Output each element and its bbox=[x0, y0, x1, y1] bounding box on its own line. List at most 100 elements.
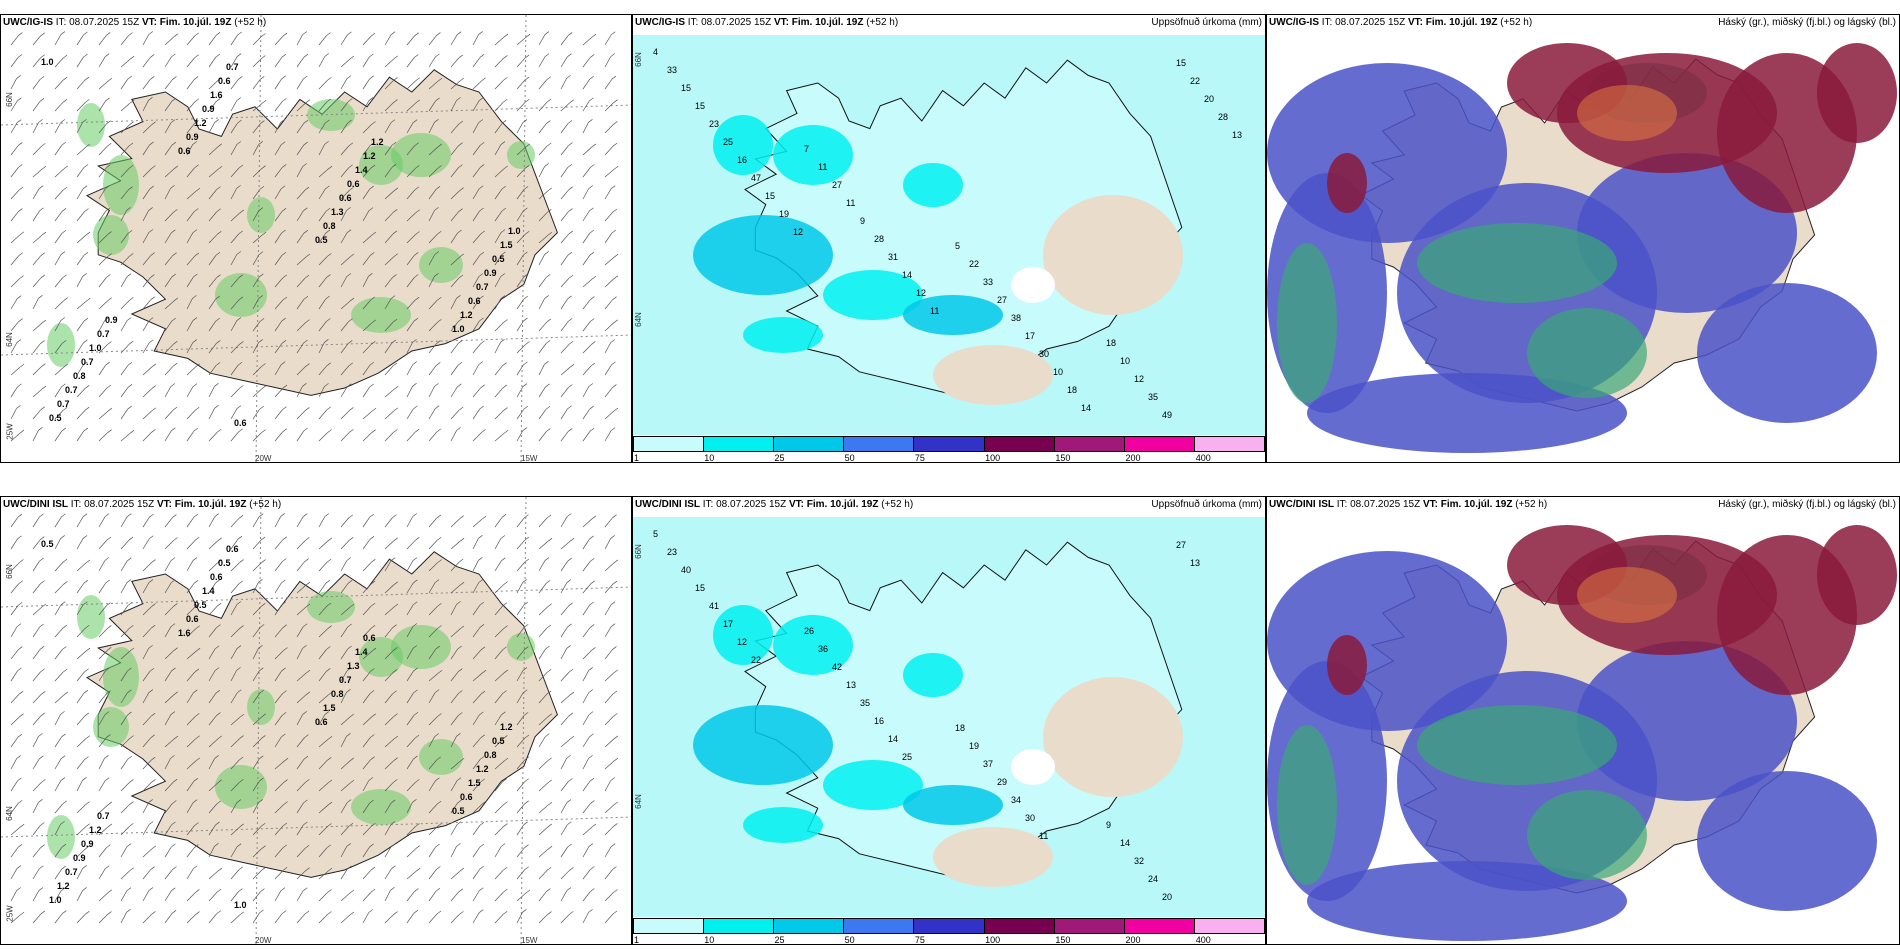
wind-barb bbox=[472, 57, 481, 68]
wind-barb-feather bbox=[480, 646, 486, 651]
wind-barb-feather bbox=[61, 733, 66, 738]
wind-barb bbox=[186, 276, 194, 288]
wind-barb bbox=[560, 431, 569, 442]
wind-barb bbox=[516, 234, 526, 244]
wind-barb-feather bbox=[458, 318, 463, 322]
wind-barb-feather bbox=[390, 821, 396, 825]
wind-barb-feather bbox=[545, 405, 551, 410]
wind-barb-feather bbox=[327, 429, 332, 433]
wind-barb bbox=[10, 278, 20, 288]
wind-barb-feather bbox=[239, 713, 245, 718]
wind-barb bbox=[538, 123, 547, 134]
wind-barb-feather bbox=[192, 229, 198, 233]
wind-barb-feather bbox=[569, 691, 575, 696]
wind-barb-feather bbox=[567, 53, 572, 58]
wind-barb-feather bbox=[480, 778, 485, 783]
wind-barb-feather bbox=[280, 119, 285, 123]
wind-barb-feather bbox=[523, 405, 529, 410]
wind-barb-feather bbox=[612, 580, 618, 585]
wind-barb bbox=[472, 737, 482, 748]
wind-barb bbox=[472, 387, 481, 398]
wind-barb-feather bbox=[613, 669, 619, 674]
wind-barb-feather bbox=[547, 537, 553, 542]
wind-barb-feather bbox=[192, 317, 198, 321]
wind-barb bbox=[76, 122, 83, 134]
wind-barb bbox=[186, 802, 194, 814]
wind-barb bbox=[560, 167, 569, 178]
wind-barb bbox=[252, 562, 262, 572]
wind-barb-feather bbox=[611, 361, 616, 366]
wind-barb-feather bbox=[371, 647, 377, 652]
wind-barb bbox=[76, 167, 85, 178]
wind-barb-feather bbox=[238, 76, 243, 80]
precip-value: 0.7 bbox=[81, 357, 94, 367]
wind-barb-feather bbox=[393, 55, 399, 60]
wind-barb bbox=[274, 582, 282, 594]
wind-barb-feather bbox=[369, 75, 374, 80]
wind-barb bbox=[472, 846, 481, 858]
wind-barb-feather bbox=[546, 76, 551, 81]
rain-patch bbox=[77, 595, 105, 639]
wind-barb bbox=[604, 188, 612, 200]
wind-barb-feather bbox=[436, 536, 442, 541]
wind-barb bbox=[10, 736, 19, 748]
wind-barb-feather bbox=[437, 603, 442, 607]
wind-barb-feather bbox=[236, 405, 242, 409]
wind-barb bbox=[384, 738, 395, 748]
wind-barb bbox=[516, 210, 524, 222]
wind-barb-feather bbox=[18, 690, 24, 695]
wind-barb-feather bbox=[106, 602, 111, 606]
wind-barb-feather bbox=[436, 514, 442, 519]
wind-barb bbox=[54, 144, 63, 156]
wind-barb bbox=[516, 57, 526, 68]
wind-barb-feather bbox=[39, 646, 45, 650]
wind-barb-feather bbox=[126, 887, 132, 891]
precip-blob bbox=[743, 807, 823, 843]
wind-barb bbox=[120, 432, 131, 442]
wind-barb-feather bbox=[325, 579, 331, 584]
wind-barb-feather bbox=[238, 866, 244, 871]
wind-barb bbox=[230, 122, 238, 134]
wind-barb bbox=[428, 276, 435, 288]
wind-barb-feather bbox=[523, 207, 528, 212]
wind-barb bbox=[274, 364, 282, 376]
wind-barb-feather bbox=[434, 579, 440, 583]
wind-barb bbox=[604, 102, 614, 112]
wind-barb bbox=[406, 57, 415, 68]
precip-amount: 9 bbox=[860, 216, 865, 226]
wind-barb-feather bbox=[127, 361, 133, 366]
precip-blob bbox=[823, 270, 923, 320]
wind-barb-feather bbox=[150, 624, 156, 629]
wind-barb bbox=[76, 848, 86, 858]
wind-barb-feather bbox=[567, 405, 572, 410]
wind-barb bbox=[516, 539, 526, 550]
wind-barb-feather bbox=[525, 230, 530, 235]
precip-value: 0.9 bbox=[73, 853, 86, 863]
colorbar-tick: 25 bbox=[774, 935, 785, 945]
wind-barb bbox=[142, 277, 151, 288]
wind-barb bbox=[560, 35, 569, 46]
wind-barb bbox=[494, 144, 502, 156]
wind-barb-feather bbox=[60, 777, 66, 781]
wind-barb-feather bbox=[324, 141, 329, 145]
wind-barb bbox=[32, 101, 41, 112]
precip-value: 1.2 bbox=[371, 137, 384, 147]
wind-barb bbox=[384, 517, 393, 528]
wind-barb-feather bbox=[613, 757, 619, 762]
wind-barb-feather bbox=[282, 624, 287, 629]
wind-barb bbox=[582, 254, 591, 266]
wind-barb bbox=[538, 517, 548, 528]
wind-barb bbox=[560, 56, 568, 68]
wind-barb bbox=[76, 320, 85, 332]
precip-colorbar bbox=[633, 918, 1265, 934]
wind-barb bbox=[516, 364, 524, 376]
wind-barb bbox=[164, 626, 172, 638]
wind-barb-feather bbox=[547, 603, 552, 608]
wind-barb bbox=[164, 365, 174, 376]
wind-barb bbox=[142, 432, 152, 442]
wind-barb bbox=[10, 255, 19, 266]
wind-barb bbox=[10, 432, 21, 442]
wind-barb bbox=[208, 277, 217, 288]
wind-barb bbox=[516, 759, 526, 770]
wind-barb-feather bbox=[305, 99, 310, 104]
